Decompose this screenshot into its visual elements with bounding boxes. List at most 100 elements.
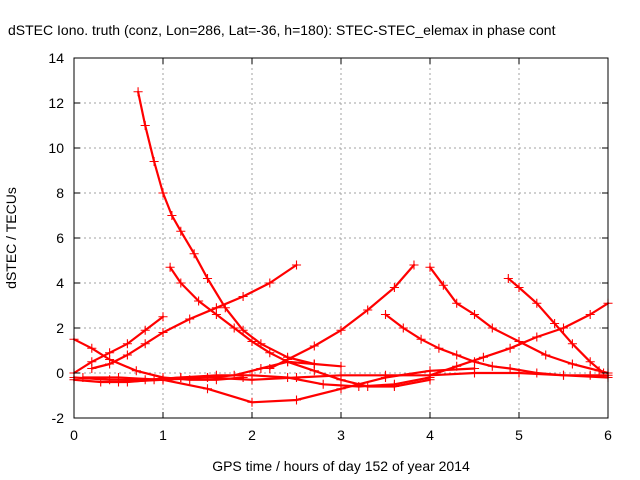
data-point	[247, 336, 257, 347]
data-point	[336, 361, 346, 371]
data-point	[452, 298, 462, 308]
data-point	[487, 323, 497, 333]
data-point	[291, 395, 302, 405]
data-point	[541, 350, 551, 360]
data-point	[363, 305, 373, 315]
data-point	[585, 309, 595, 320]
y-tick-label: 12	[48, 95, 64, 111]
data-series	[87, 260, 302, 374]
series-line	[72, 315, 165, 375]
data-point	[409, 260, 419, 270]
data-point	[425, 262, 435, 272]
data-point	[478, 352, 488, 362]
data-point	[176, 372, 186, 383]
data-point	[247, 397, 257, 407]
data-point	[291, 260, 302, 270]
data-point	[247, 370, 257, 380]
data-point	[558, 370, 569, 380]
data-point	[149, 156, 159, 167]
data-point	[532, 298, 542, 308]
data-point	[503, 273, 513, 284]
data-point	[567, 339, 577, 349]
data-point	[158, 312, 168, 322]
data-point	[265, 348, 275, 358]
data-point	[211, 370, 221, 380]
chart-title: dSTEC Iono. truth (conz, Lon=286, Lat=-3…	[8, 22, 556, 38]
data-point	[229, 323, 239, 333]
data-point	[133, 87, 143, 97]
x-tick-label: 4	[426, 427, 434, 443]
data-point	[309, 341, 319, 351]
data-point	[176, 226, 186, 236]
y-tick-label: 14	[48, 50, 64, 66]
data-point	[380, 372, 391, 383]
data-point	[105, 375, 115, 385]
data-point	[469, 309, 480, 320]
data-series	[265, 260, 419, 374]
series-line	[428, 302, 610, 377]
y-tick-label: 6	[56, 230, 64, 246]
series-line	[169, 266, 432, 388]
y-axis-label: dSTEC / TECUs	[3, 187, 19, 289]
data-point	[265, 278, 275, 288]
data-point	[469, 363, 480, 374]
x-axis-label: GPS time / hours of day 152 of year 2014	[212, 458, 470, 474]
data-point	[416, 334, 426, 344]
x-tick-label: 2	[248, 427, 256, 443]
y-tick-label: 4	[56, 275, 64, 291]
data-point	[318, 379, 328, 389]
data-series	[133, 87, 319, 369]
data-point	[176, 278, 186, 288]
data-point	[158, 327, 168, 338]
data-point	[122, 339, 132, 349]
data-point	[487, 361, 497, 371]
data-point	[140, 339, 150, 349]
data-point	[140, 120, 150, 131]
data-point	[202, 384, 213, 394]
data-point	[434, 343, 444, 353]
data-point	[165, 262, 175, 272]
data-point	[425, 372, 435, 383]
data-point	[189, 249, 199, 259]
data-point	[283, 372, 293, 383]
y-tick-label: 10	[48, 140, 64, 156]
y-tick-label: 8	[56, 185, 64, 201]
data-point	[505, 343, 515, 353]
data-point	[87, 357, 97, 367]
data-point	[194, 296, 204, 306]
data-point	[256, 363, 266, 374]
x-tick-label: 5	[515, 427, 523, 443]
x-tick-label: 3	[337, 427, 345, 443]
data-point	[167, 210, 177, 221]
data-point	[140, 325, 150, 335]
data-point	[354, 381, 364, 392]
data-series	[165, 262, 435, 392]
x-tick-label: 1	[159, 427, 167, 443]
data-point	[87, 343, 97, 353]
series-group	[69, 87, 613, 407]
data-point	[585, 357, 595, 367]
data-point	[185, 314, 195, 324]
data-series	[69, 370, 435, 392]
data-point	[558, 323, 569, 333]
data-point	[238, 291, 248, 302]
data-point	[336, 325, 346, 335]
series-line	[90, 263, 298, 370]
data-point	[514, 282, 524, 293]
data-point	[211, 303, 221, 313]
data-series	[503, 273, 609, 378]
data-point	[532, 332, 542, 342]
data-point	[140, 375, 150, 385]
data-point	[550, 318, 560, 329]
y-tick-label: 2	[56, 320, 64, 336]
data-point	[122, 350, 132, 360]
data-point	[238, 325, 248, 335]
data-point	[389, 282, 399, 293]
data-point	[202, 273, 213, 284]
y-tick-label: -2	[52, 410, 65, 426]
data-point	[131, 366, 141, 376]
data-point	[567, 359, 577, 369]
data-point	[585, 370, 595, 380]
